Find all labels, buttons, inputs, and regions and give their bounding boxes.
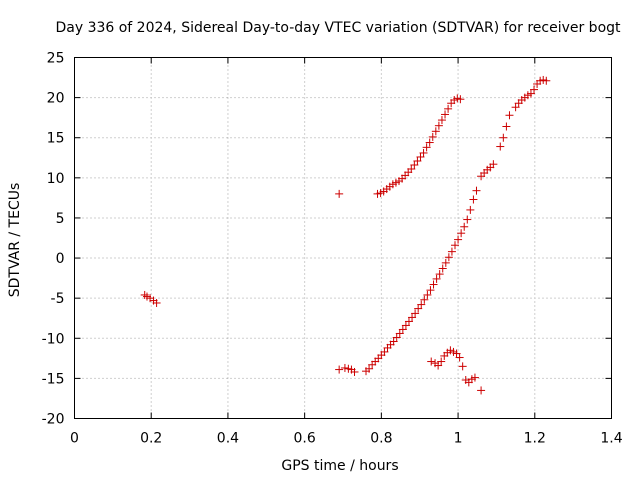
data-point bbox=[455, 353, 464, 362]
chart-title: Day 336 of 2024, Sidereal Day-to-day VTE… bbox=[55, 20, 621, 36]
data-point bbox=[392, 333, 401, 342]
data-point bbox=[427, 357, 436, 366]
y-tick-label: -20 bbox=[42, 412, 65, 428]
data-point bbox=[434, 361, 443, 370]
x-tick-label: 0.4 bbox=[217, 431, 239, 447]
data-point bbox=[408, 313, 417, 322]
data-point bbox=[454, 235, 463, 244]
data-point bbox=[401, 321, 410, 330]
data-point bbox=[460, 222, 469, 231]
data-point bbox=[395, 329, 404, 338]
data-point bbox=[511, 103, 520, 112]
data-point bbox=[335, 189, 344, 198]
y-tick-label: 15 bbox=[47, 131, 65, 147]
y-tick-label: -15 bbox=[42, 371, 65, 387]
data-point bbox=[499, 133, 508, 142]
x-tick-label: 0.8 bbox=[370, 431, 392, 447]
data-point bbox=[410, 160, 419, 169]
y-tick-label: 20 bbox=[47, 91, 65, 107]
data-point bbox=[411, 309, 420, 318]
x-tick-label: 1.4 bbox=[600, 431, 622, 447]
data-point bbox=[530, 85, 539, 94]
data-point bbox=[335, 365, 344, 374]
data-point bbox=[425, 138, 434, 147]
data-point bbox=[380, 347, 389, 356]
data-point bbox=[447, 247, 456, 256]
data-point bbox=[496, 142, 505, 151]
y-tick-label: 5 bbox=[56, 211, 65, 227]
data-point bbox=[404, 317, 413, 326]
x-tick-label: 0 bbox=[70, 431, 79, 447]
data-point bbox=[389, 337, 398, 346]
y-tick-label: 0 bbox=[56, 251, 65, 267]
y-axis-label: SDTVAR / TECUs bbox=[7, 183, 23, 298]
y-tick-label: 10 bbox=[47, 171, 65, 187]
data-point bbox=[429, 280, 438, 289]
data-point bbox=[417, 300, 426, 309]
x-tick-label: 0.2 bbox=[140, 431, 162, 447]
data-point bbox=[435, 270, 444, 279]
data-point bbox=[451, 241, 460, 250]
data-point bbox=[426, 286, 435, 295]
data-point bbox=[431, 127, 440, 136]
axis-ticks: 0 0.2 0.4 0.6 0.8 1 1.2 1.4 -20 -15 -10 -5 0 5 10 15 20 2… bbox=[42, 51, 623, 447]
data-point bbox=[350, 367, 359, 376]
data-point bbox=[456, 95, 465, 104]
data-point bbox=[444, 253, 453, 262]
data-point bbox=[458, 362, 467, 371]
data-point bbox=[432, 274, 441, 283]
data-point bbox=[414, 304, 423, 313]
data-point bbox=[505, 111, 514, 120]
plot-frame bbox=[74, 57, 612, 419]
data-point bbox=[413, 156, 422, 165]
grid bbox=[74, 57, 612, 419]
data-point bbox=[463, 215, 472, 224]
data-point bbox=[542, 76, 551, 85]
x-tick-label: 1 bbox=[454, 431, 463, 447]
x-tick-label: 0.6 bbox=[294, 431, 316, 447]
data-point bbox=[452, 349, 461, 358]
data-point bbox=[472, 186, 481, 195]
data-point bbox=[526, 89, 535, 98]
data-point bbox=[470, 373, 479, 382]
data-point bbox=[340, 363, 349, 372]
data-point bbox=[489, 160, 498, 169]
x-axis-label: GPS time / hours bbox=[281, 458, 398, 474]
data-point bbox=[502, 122, 511, 131]
data-point bbox=[438, 264, 447, 273]
y-tick-label: -5 bbox=[51, 291, 65, 307]
data-point bbox=[420, 295, 429, 304]
data-point bbox=[441, 110, 450, 119]
data-point bbox=[437, 116, 446, 125]
data-point bbox=[477, 386, 486, 395]
data-point bbox=[365, 364, 374, 373]
y-tick-label: -10 bbox=[42, 331, 65, 347]
data-point bbox=[441, 258, 450, 267]
data-point bbox=[419, 148, 428, 157]
data-point bbox=[469, 195, 478, 204]
data-point bbox=[466, 205, 475, 214]
data-point bbox=[434, 121, 443, 130]
data-point bbox=[407, 165, 416, 174]
data-point bbox=[422, 143, 431, 152]
x-tick-label: 1.2 bbox=[524, 431, 546, 447]
data-point bbox=[423, 290, 432, 299]
data-point bbox=[457, 229, 466, 238]
data-point bbox=[398, 325, 407, 334]
y-tick-label: 25 bbox=[47, 51, 65, 67]
data-point bbox=[152, 298, 161, 307]
data-point bbox=[428, 132, 437, 141]
data-points bbox=[140, 75, 551, 395]
data-point bbox=[437, 357, 446, 366]
data-point bbox=[416, 152, 425, 161]
data-point bbox=[444, 104, 453, 113]
